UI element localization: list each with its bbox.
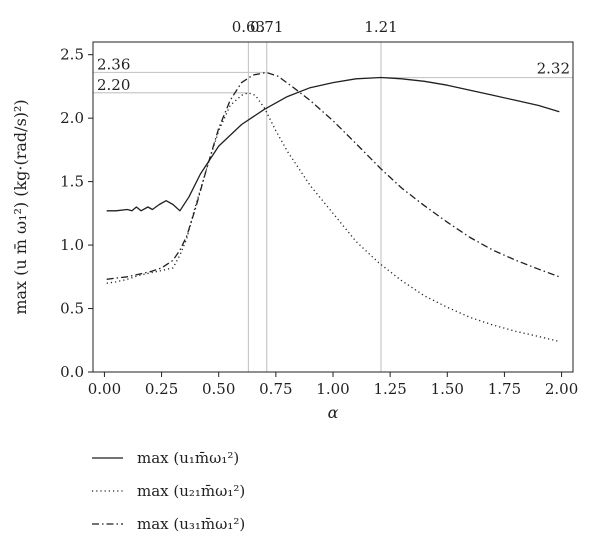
series-layer: [106, 71, 560, 343]
y-tick-label-5: 2.5: [60, 46, 84, 64]
x-tick-label-5: 1.25: [373, 380, 406, 398]
x-axis-label: α: [328, 403, 339, 422]
reference-lines: [93, 42, 573, 372]
plot-frame: [92, 41, 574, 373]
x-tick-label-0: 0.00: [88, 380, 121, 398]
x-tick-label-3: 0.75: [259, 380, 292, 398]
y-tick-label-0: 0.0: [60, 363, 84, 381]
y-tick-label-3: 1.5: [60, 173, 84, 191]
axis-ticks: 0.00 0.25 0.50 0.75 1.00 1.25 1.50 1.75 2.00 0.0 0…: [60, 46, 578, 398]
ref-vlabel-1: 0.71: [250, 18, 283, 36]
x-tick-label-8: 2.00: [545, 380, 578, 398]
y-tick-label-1: 0.5: [60, 300, 84, 318]
x-tick-label-2: 0.50: [202, 380, 235, 398]
legend-label-1: max (u₂₁m̄ω₁²): [137, 482, 245, 500]
legend-label-0: max (u₁m̄ω₁²): [137, 449, 239, 467]
legend-label-2: max (u₃₁m̄ω₁²): [137, 515, 245, 533]
ref-hlabel-1: 2.20: [97, 76, 130, 94]
ref-hlabel-2: 2.32: [537, 60, 570, 78]
ref-vlabel-2: 1.21: [364, 18, 397, 36]
ref-hlabel-0: 2.36: [97, 55, 130, 73]
legend: max (u₁m̄ω₁²) max (u₂₁m̄ω₁²) max (u₃₁m̄ω₁²…: [92, 449, 245, 533]
x-tick-label-7: 1.75: [488, 380, 521, 398]
reference-labels: 0.630.71 1.21 2.36 2.20 2.32: [97, 18, 570, 94]
x-tick-label-6: 1.50: [431, 380, 464, 398]
x-tick-label-4: 1.00: [316, 380, 349, 398]
series-line-2: [106, 71, 560, 280]
series-line-0: [106, 76, 560, 212]
series-line-1: [106, 92, 560, 343]
y-tick-label-4: 2.0: [60, 109, 84, 127]
y-axis-label: max (u m̄ ω₁²) (kg·(rad/s)²): [11, 99, 30, 314]
y-tick-label-2: 1.0: [60, 236, 84, 254]
ref-vlabel-0: 0.63: [232, 18, 265, 36]
x-tick-label-1: 0.25: [145, 380, 178, 398]
